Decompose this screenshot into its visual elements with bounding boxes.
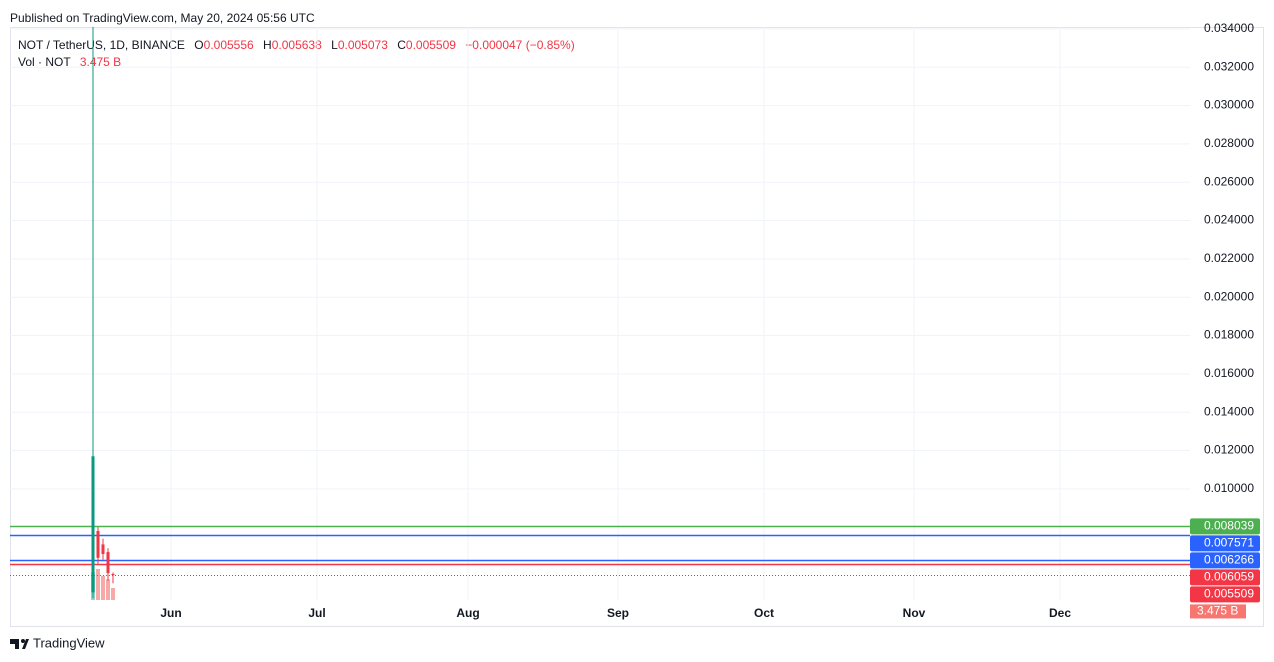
x-tick-label: Sep bbox=[607, 606, 629, 620]
y-tick-label: 0.026000 bbox=[1204, 174, 1254, 188]
volume-label-box bbox=[1190, 604, 1246, 619]
volume-bar bbox=[96, 568, 100, 600]
price-label: 0.008039 bbox=[1204, 519, 1254, 533]
brand: TradingView bbox=[10, 635, 105, 650]
ohlc-value: 0.005509 bbox=[405, 38, 456, 52]
y-tick-label: 0.034000 bbox=[1204, 21, 1254, 35]
change: −0.000047 (−0.85%) bbox=[465, 38, 575, 52]
candle-body bbox=[106, 552, 110, 574]
ohlc-key: C bbox=[397, 38, 406, 52]
y-tick-label: 0.032000 bbox=[1204, 59, 1254, 73]
brand-name: TradingView bbox=[33, 635, 105, 650]
volume-legend: Vol · NOT 3.475 B bbox=[18, 55, 121, 69]
candle-body bbox=[101, 544, 105, 555]
x-tick-label: Aug bbox=[456, 606, 479, 620]
candle-body bbox=[111, 574, 115, 576]
price-label-box bbox=[1190, 586, 1260, 603]
x-tick-label: Jul bbox=[308, 606, 325, 620]
volume-label: 3.475 B bbox=[1197, 604, 1238, 618]
price-label-box bbox=[1190, 569, 1260, 586]
candle-body bbox=[96, 531, 100, 558]
y-tick-label: 0.030000 bbox=[1204, 98, 1254, 112]
legend-line: NOT / TetherUS, 1D, BINANCE O0.005556 H0… bbox=[18, 38, 575, 52]
volume-bar bbox=[111, 588, 115, 600]
y-tick-label: 0.016000 bbox=[1204, 366, 1254, 380]
y-tick-label: 0.024000 bbox=[1204, 213, 1254, 227]
candle-body bbox=[91, 456, 95, 593]
ohlc-value: 0.005073 bbox=[337, 38, 388, 52]
volume-bar bbox=[101, 575, 105, 600]
ohlc-value: 0.005638 bbox=[271, 38, 322, 52]
x-tick-label: Oct bbox=[754, 606, 774, 620]
symbol: NOT / TetherUS, 1D, BINANCE bbox=[18, 38, 185, 52]
volume-name: Vol · NOT bbox=[18, 55, 71, 69]
ohlc-value: 0.005556 bbox=[203, 38, 254, 52]
ohlc-key: L bbox=[331, 38, 338, 52]
price-label-box bbox=[1190, 535, 1260, 552]
volume-value: 3.475 B bbox=[79, 55, 122, 69]
y-tick-label: 0.010000 bbox=[1204, 481, 1254, 495]
ohlc-key: O bbox=[194, 38, 204, 52]
price-label: 0.007571 bbox=[1204, 536, 1254, 550]
y-tick-label: 0.028000 bbox=[1204, 136, 1254, 150]
ohlc-key: H bbox=[263, 38, 272, 52]
plot-area bbox=[10, 27, 1190, 600]
volume-bar bbox=[106, 579, 110, 600]
y-tick-label: 0.020000 bbox=[1204, 289, 1254, 303]
y-tick-label: 0.012000 bbox=[1204, 443, 1254, 457]
price-label-box bbox=[1190, 518, 1260, 535]
price-label: 0.006266 bbox=[1204, 553, 1254, 567]
published-note: Published on TradingView.com, May 20, 20… bbox=[10, 11, 315, 25]
x-tick-label: Dec bbox=[1049, 606, 1071, 620]
frame bbox=[10, 27, 1264, 627]
y-tick-label: 0.018000 bbox=[1204, 328, 1254, 342]
price-label: 0.006059 bbox=[1204, 570, 1254, 584]
x-tick-label: Nov bbox=[903, 606, 926, 620]
y-tick-label: 0.014000 bbox=[1204, 404, 1254, 418]
y-tick-label: 0.022000 bbox=[1204, 251, 1254, 265]
price-label-box bbox=[1190, 552, 1260, 569]
x-tick-label: Jun bbox=[160, 606, 181, 620]
price-label: 0.005509 bbox=[1204, 587, 1254, 601]
